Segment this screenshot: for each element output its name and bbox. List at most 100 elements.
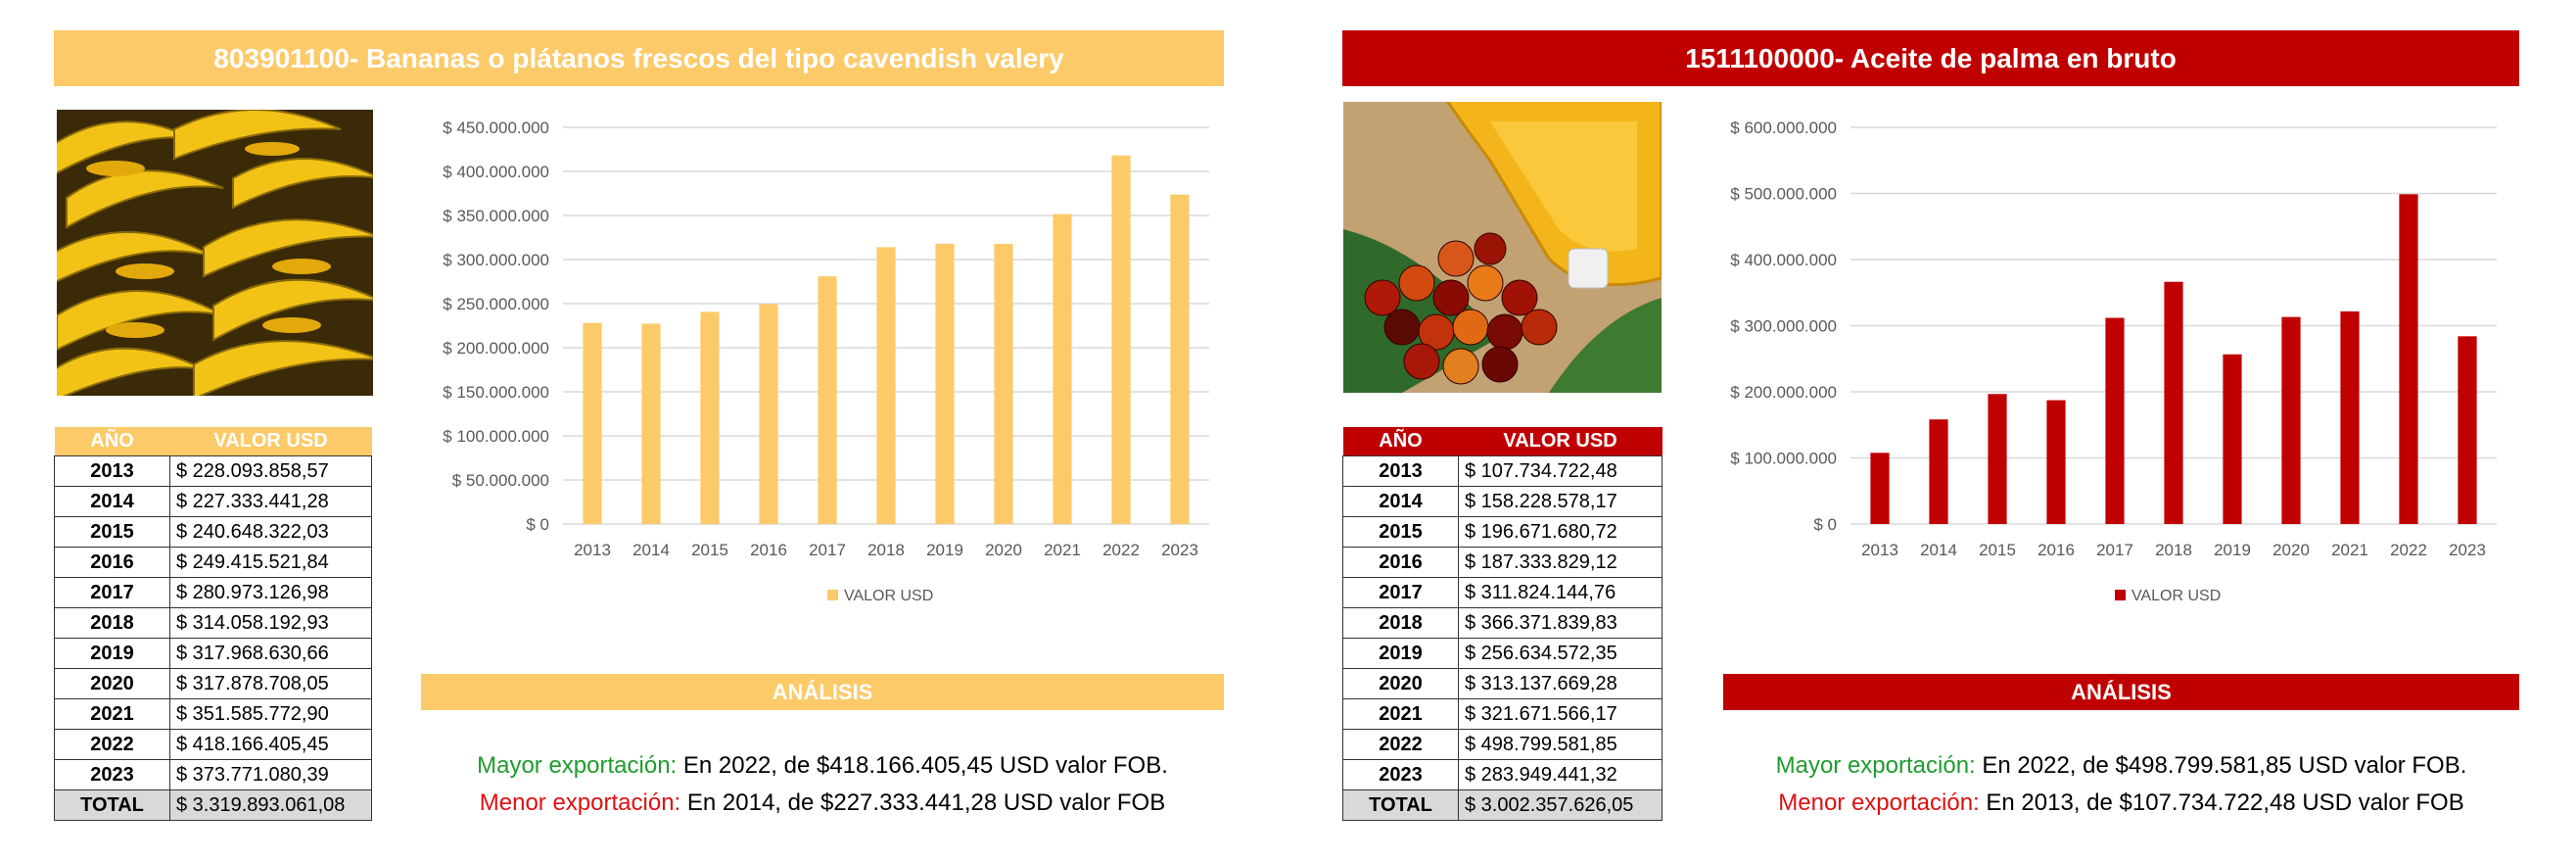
- bar-2022: [1111, 155, 1131, 524]
- value-cell: $ 283.949.441,32: [1458, 759, 1663, 790]
- year-cell: 2016: [1342, 547, 1459, 578]
- table-row: 2023 $ 283.949.441,32: [1342, 759, 1663, 790]
- value-cell: $ 373.771.080,39: [169, 759, 372, 790]
- bar-2018: [2164, 281, 2183, 524]
- x-tick-label: 2022: [2390, 541, 2427, 559]
- table-row: 2023 $ 373.771.080,39: [54, 759, 372, 790]
- min-export-text: En 2014, de $227.333.441,28 USD valor FO…: [686, 789, 1166, 816]
- x-tick-label: 2016: [2037, 541, 2075, 559]
- value-cell: $ 240.648.322,03: [169, 516, 372, 548]
- banana-title: 803901100- Bananas o plátanos frescos de…: [54, 30, 1224, 86]
- y-tick-label: $ 150.000.000: [443, 383, 549, 402]
- y-tick-label: $ 500.000.000: [1730, 185, 1837, 204]
- table-row: 2020 $ 313.137.669,28: [1342, 668, 1663, 699]
- min-export-label: Menor exportación:: [1778, 789, 1980, 816]
- y-tick-label: $ 450.000.000: [443, 119, 549, 137]
- x-tick-label: 2016: [750, 541, 787, 559]
- bar-2020: [2281, 316, 2301, 524]
- value-cell: $ 317.878.708,05: [169, 668, 372, 699]
- y-tick-label: $ 400.000.000: [443, 163, 549, 181]
- year-cell: 2018: [1342, 607, 1459, 639]
- value-cell: $ 351.585.772,90: [169, 698, 372, 730]
- table-row: 2022 $ 418.166.405,45: [54, 729, 372, 760]
- bar-2021: [2340, 311, 2360, 524]
- max-export-text: En 2022, de $418.166.405,45 USD valor FO…: [682, 752, 1168, 779]
- palm-panel: 1511100000- Aceite de palma en bruto: [1273, 0, 2576, 860]
- x-tick-label: 2023: [1161, 541, 1198, 559]
- y-tick-label: $ 200.000.000: [1730, 383, 1837, 402]
- y-tick-label: $ 100.000.000: [443, 427, 549, 446]
- value-cell: $ 498.799.581,85: [1458, 729, 1663, 760]
- table-row: 2013 $ 228.093.858,57: [54, 455, 372, 487]
- y-tick-label: $ 250.000.000: [443, 295, 549, 313]
- year-cell: 2019: [54, 638, 170, 669]
- year-cell: 2020: [1342, 668, 1459, 699]
- y-tick-label: $ 600.000.000: [1730, 119, 1837, 137]
- table-row: 2018 $ 366.371.839,83: [1342, 607, 1663, 639]
- palm-min-line: Menor exportación: En 2013, de $107.734.…: [1723, 789, 2519, 817]
- x-tick-label: 2017: [809, 541, 846, 559]
- palm-table-body: 2013 $ 107.734.722,48 2014 $ 158.228.578,17…: [1342, 455, 1663, 821]
- y-tick-label: $ 0: [1813, 515, 1837, 534]
- year-cell: 2021: [54, 698, 170, 730]
- year-cell: 2015: [54, 516, 170, 548]
- value-cell: $ 418.166.405,45: [169, 729, 372, 760]
- bar-2022: [2399, 194, 2418, 524]
- banana-panel: 803901100- Bananas o plátanos frescos de…: [0, 0, 1273, 860]
- y-tick-label: $ 400.000.000: [1730, 251, 1837, 269]
- banana-max-line: Mayor exportación: En 2022, de $418.166.…: [421, 752, 1224, 780]
- total-row: TOTAL $ 3.002.357.626,05: [1342, 789, 1663, 821]
- bar-2017: [818, 276, 837, 524]
- banana-table: AÑO VALOR USD 2013 $ 228.093.858,57 2014 $ …: [54, 427, 372, 821]
- bar-2018: [876, 247, 896, 524]
- table-row: 2017 $ 311.824.144,76: [1342, 577, 1663, 608]
- y-tick-label: $ 50.000.000: [452, 471, 549, 490]
- table-row: 2015 $ 240.648.322,03: [54, 516, 372, 548]
- total-value: $ 3.002.357.626,05: [1458, 789, 1663, 821]
- banana-min-line: Menor exportación: En 2014, de $227.333.…: [421, 789, 1224, 817]
- x-tick-label: 2018: [867, 541, 905, 559]
- total-label: TOTAL: [54, 789, 170, 821]
- min-export-text: En 2013, de $107.734.722,48 USD valor FO…: [1986, 789, 2464, 816]
- x-tick-label: 2021: [2331, 541, 2368, 559]
- x-tick-label: 2014: [1920, 541, 1957, 559]
- value-cell: $ 311.824.144,76: [1458, 577, 1663, 608]
- y-tick-label: $ 300.000.000: [443, 251, 549, 269]
- year-cell: 2015: [1342, 516, 1459, 548]
- bar-2021: [1053, 214, 1072, 524]
- year-cell: 2018: [54, 607, 170, 639]
- value-cell: $ 280.973.126,98: [169, 577, 372, 608]
- table-row: 2021 $ 321.671.566,17: [1342, 698, 1663, 730]
- banana-table-body: 2013 $ 228.093.858,57 2014 $ 227.333.441,28…: [54, 455, 372, 821]
- palm-max-line: Mayor exportación: En 2022, de $498.799.…: [1723, 752, 2519, 780]
- total-row: TOTAL $ 3.319.893.061,08: [54, 789, 372, 821]
- bar-2023: [1170, 194, 1190, 524]
- palm-analysis-heading: ANÁLISIS: [1723, 674, 2519, 710]
- value-cell: $ 158.228.578,17: [1458, 486, 1663, 517]
- x-tick-label: 2019: [926, 541, 963, 559]
- x-tick-label: 2020: [2272, 541, 2310, 559]
- value-cell: $ 228.093.858,57: [169, 455, 372, 487]
- banana-analysis-heading: ANÁLISIS: [421, 674, 1224, 710]
- year-cell: 2016: [54, 547, 170, 578]
- max-export-label: Mayor exportación:: [477, 752, 678, 779]
- value-cell: $ 256.634.572,35: [1458, 638, 1663, 669]
- table-row: 2014 $ 158.228.578,17: [1342, 486, 1663, 517]
- table-row: 2021 $ 351.585.772,90: [54, 698, 372, 730]
- year-cell: 2013: [1342, 455, 1459, 487]
- table-row: 2016 $ 249.415.521,84: [54, 547, 372, 578]
- y-tick-label: $ 0: [526, 515, 549, 534]
- x-tick-label: 2013: [1861, 541, 1898, 559]
- value-cell: $ 196.671.680,72: [1458, 516, 1663, 548]
- year-cell: 2021: [1342, 698, 1459, 730]
- year-cell: 2019: [1342, 638, 1459, 669]
- bar-2014: [1929, 419, 1948, 524]
- year-cell: 2023: [1342, 759, 1459, 790]
- bar-2019: [2223, 354, 2242, 524]
- legend-label: VALOR USD: [2131, 588, 2221, 604]
- bar-2013: [583, 322, 602, 524]
- table-row: 2018 $ 314.058.192,93: [54, 607, 372, 639]
- bananas-photo: [57, 110, 373, 396]
- table-row: 2014 $ 227.333.441,28: [54, 486, 372, 517]
- y-tick-label: $ 350.000.000: [443, 207, 549, 225]
